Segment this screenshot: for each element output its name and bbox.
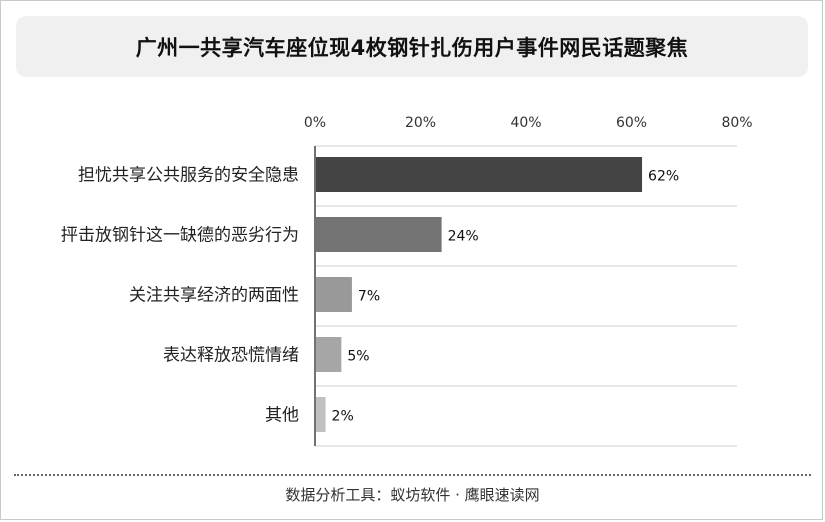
- x-tick-label: 40%: [510, 115, 541, 131]
- x-tick-label: 20%: [405, 115, 436, 131]
- category-label: 其他: [265, 406, 299, 426]
- footer-divider: [14, 474, 811, 476]
- bar: [316, 277, 352, 312]
- bar: [316, 397, 326, 432]
- bar: [316, 217, 442, 252]
- data-label: 2%: [332, 409, 354, 425]
- bar: [316, 157, 643, 192]
- category-label: 担忧共享公共服务的安全隐患: [78, 166, 299, 186]
- category-label: 表达释放恐慌情绪: [163, 346, 299, 366]
- title-banner: 广州一共享汽车座位现4枚钢针扎伤用户事件网民话题聚焦: [16, 16, 808, 77]
- data-label: 24%: [448, 229, 479, 245]
- chart-title: 广州一共享汽车座位现4枚钢针扎伤用户事件网民话题聚焦: [135, 35, 689, 60]
- x-tick-label: 0%: [304, 115, 326, 131]
- data-label: 7%: [358, 289, 380, 305]
- category-label: 关注共享经济的两面性: [129, 286, 299, 306]
- category-label: 抨击放钢针这一缺德的恶劣行为: [61, 226, 299, 246]
- x-tick-label: 80%: [721, 115, 752, 131]
- source-footer: 数据分析工具：蚁坊软件 · 鹰眼速读网: [285, 486, 540, 504]
- data-label: 5%: [347, 349, 369, 365]
- bar: [316, 337, 342, 372]
- bar-chart: 0% 20% 40% 60% 80% 担忧共享公共服务的安全隐患 62% 抨击放钢针这一缺德的…: [61, 115, 753, 447]
- data-label: 62%: [648, 169, 679, 185]
- x-tick-label: 60%: [616, 115, 647, 131]
